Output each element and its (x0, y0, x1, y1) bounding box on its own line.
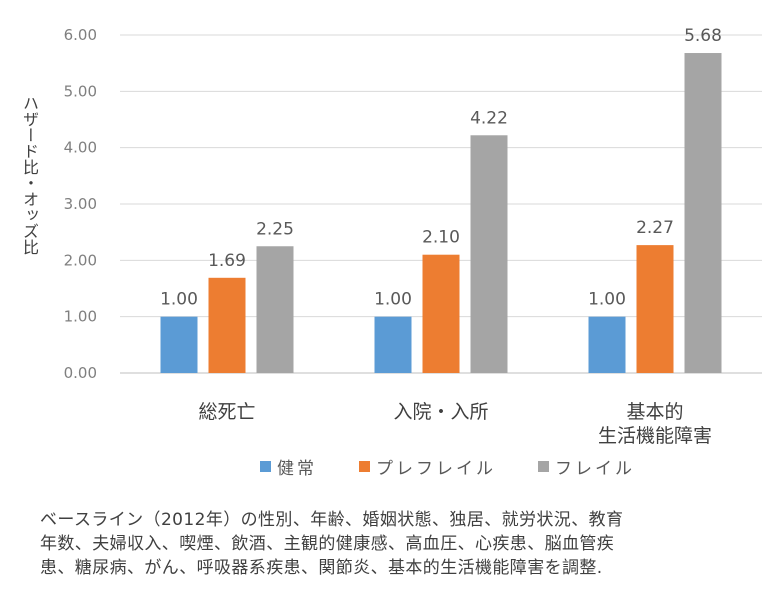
category-label: 生活機能障害 (598, 425, 712, 447)
y-tick-label: 6.00 (64, 26, 97, 44)
y-tick-label: 3.00 (64, 195, 97, 213)
y-tick-label: 2.00 (64, 251, 97, 269)
y-tick-label: 1.00 (64, 308, 97, 326)
data-label: 1.00 (160, 290, 198, 310)
legend-swatch-prefrail (359, 461, 370, 472)
legend-item-frail: フレイル (538, 454, 635, 479)
y-tick-label: 0.00 (64, 364, 97, 382)
data-label: 2.25 (256, 219, 294, 239)
bar (208, 277, 246, 373)
category-label: 総死亡 (198, 401, 255, 423)
category-label: 基本的 (626, 401, 683, 423)
bar (374, 316, 412, 373)
legend: 健常 プレフレイル フレイル (260, 454, 635, 479)
bar (160, 316, 198, 373)
bar (636, 245, 674, 373)
footnote: ベースライン（2012年）の性別、年齢、婚姻状態、独居、就労状況、教育 年数、夫… (40, 508, 760, 580)
data-label: 1.69 (208, 251, 246, 271)
bar (256, 246, 294, 373)
bar-chart: 0.00 1.00 2.00 3.00 4.00 5.00 6.00 1.00 1.69 2.25… (64, 26, 762, 447)
footnote-line: 年数、夫婦収入、喫煙、飲酒、主観的健康感、高血圧、心疾患、脳血管疾 (40, 534, 615, 554)
legend-swatch-frail (538, 461, 549, 472)
y-axis-label: ハザード比・オッズ比 (20, 95, 39, 255)
legend-item-healthy: 健常 (260, 454, 317, 479)
data-label: 2.27 (636, 218, 674, 238)
bar (470, 135, 508, 373)
category-label: 入院・入所 (393, 401, 488, 423)
legend-swatch-healthy (260, 461, 271, 472)
data-label: 1.00 (588, 290, 626, 310)
legend-label-healthy: 健常 (277, 459, 317, 479)
bar (588, 316, 626, 373)
legend-item-prefrail: プレフレイル (359, 454, 496, 479)
data-label: 1.00 (374, 290, 412, 310)
y-tick-label: 4.00 (64, 139, 97, 157)
bar (684, 53, 722, 373)
legend-label-prefrail: プレフレイル (376, 459, 496, 479)
data-label: 4.22 (470, 108, 508, 128)
y-tick-label: 5.00 (64, 82, 97, 100)
footnote-line: 患、糖尿病、がん、呼吸器系疾患、関節炎、基本的生活機能障害を調整. (40, 558, 603, 578)
data-label: 5.68 (684, 26, 722, 46)
footnote-line: ベースライン（2012年）の性別、年齢、婚姻状態、独居、就労状況、教育 (40, 510, 624, 530)
legend-label-frail: フレイル (555, 459, 635, 479)
data-label: 2.10 (422, 228, 460, 248)
bar (422, 254, 460, 373)
